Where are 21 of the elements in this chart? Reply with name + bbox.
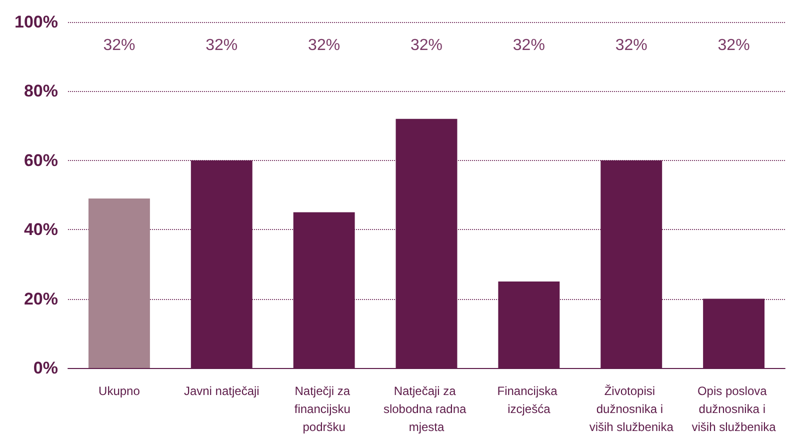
- annotation: 32%: [512, 37, 545, 54]
- x-tick-label: Životopisi dužnosnika i viših službenika: [589, 384, 674, 434]
- y-tick-label: 100%: [14, 12, 58, 32]
- x-tick-label: Natječaji za slobodna radna mjesta: [383, 384, 470, 434]
- x-tick-label: Ukupno: [98, 384, 140, 398]
- bar: [88, 198, 150, 368]
- annotation: 32%: [103, 37, 136, 54]
- y-tick-label: 20%: [24, 289, 58, 308]
- x-tick-label: Javni natječaji: [184, 384, 260, 398]
- y-tick-label: 60%: [24, 150, 58, 170]
- y-tick-label: 40%: [24, 220, 58, 240]
- annotation: 32%: [718, 37, 750, 54]
- y-tick-label: 0%: [33, 358, 58, 378]
- annotation: 32%: [410, 37, 443, 54]
- y-tick-label: 80%: [24, 82, 58, 101]
- x-tick-label: Natječji za financijsku podršku: [294, 384, 354, 434]
- x-tick-label: Opis poslova dužnosnika i viših službenika: [692, 384, 776, 434]
- annotation: 32%: [615, 37, 648, 54]
- x-tick-label: Financijska izcješća: [497, 384, 561, 416]
- annotation: 32%: [206, 37, 238, 54]
- annotation: 32%: [308, 37, 340, 54]
